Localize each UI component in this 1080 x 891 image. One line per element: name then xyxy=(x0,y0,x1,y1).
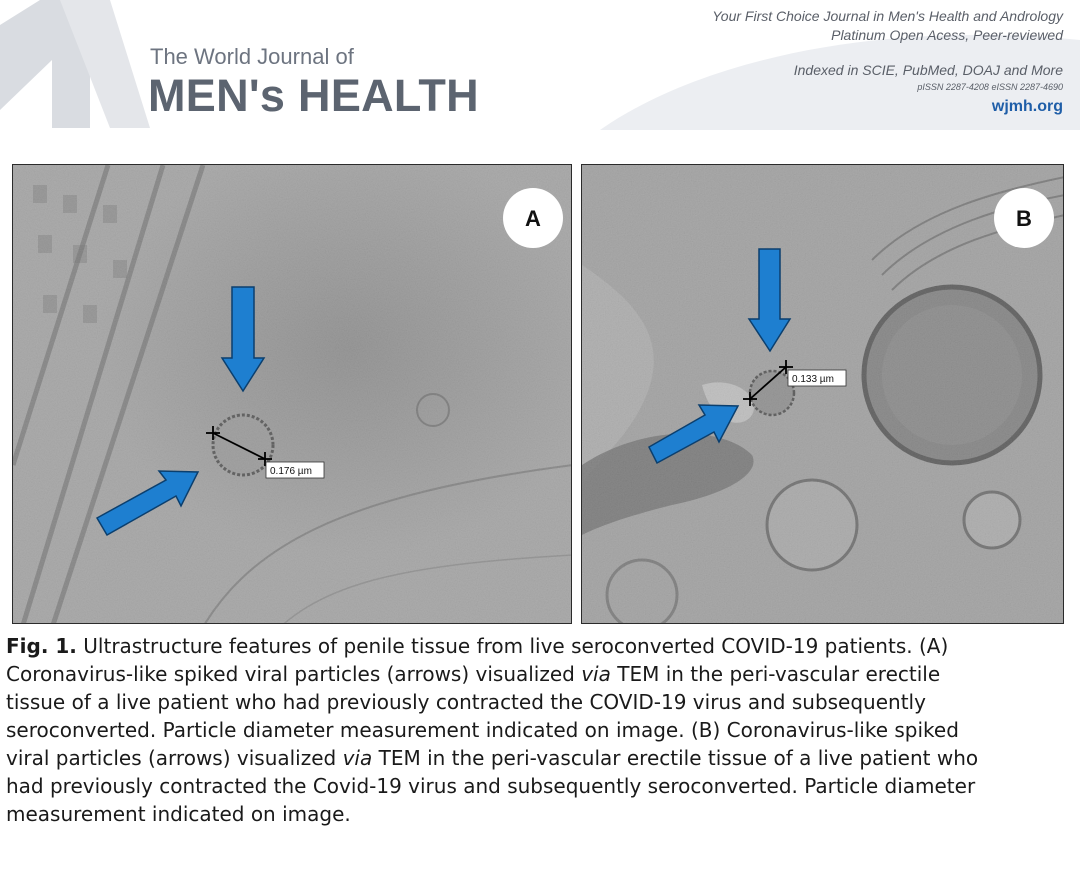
micrograph-panel-b: 0.133 µm B xyxy=(581,164,1064,624)
measurement-label-b: 0.133 µm xyxy=(787,369,847,387)
svg-text:A: A xyxy=(525,206,541,231)
diameter-measure-a xyxy=(206,426,272,466)
arrow-diagonal-b xyxy=(648,404,740,465)
caption-line-3: tissue of a live patient who had previou… xyxy=(6,690,926,714)
journal-logo-mark xyxy=(0,0,150,128)
caption-line-4: seroconverted. Particle diameter measure… xyxy=(6,718,959,742)
tem-image-b: 0.133 µm B xyxy=(582,165,1063,623)
caption-line-2: Coronavirus-like spiked viral particles … xyxy=(6,662,941,686)
header-background xyxy=(0,0,1080,130)
caption-line-1: Fig. 1. Ultrastructure features of penil… xyxy=(6,634,949,658)
measurement-label-a: 0.176 µm xyxy=(265,461,325,479)
panel-label-b: B xyxy=(994,188,1054,248)
caption-line-6: had previously contracted the Covid-19 v… xyxy=(6,774,976,798)
diameter-measure-b xyxy=(743,360,793,406)
caption-line-5: viral particles (arrows) visualized via … xyxy=(6,746,979,770)
journal-title-top: The World Journal of xyxy=(150,44,354,69)
figure-caption: Fig. 1. Ultrastructure features of penil… xyxy=(6,632,1074,828)
arrow-down-a xyxy=(220,286,266,393)
micrograph-panel-a: 0.176 µm A xyxy=(12,164,572,624)
issn-line: pISSN 2287-4208 eISSN 2287-4690 xyxy=(917,82,1063,92)
arrow-diagonal-a xyxy=(95,470,200,537)
journal-website-link[interactable]: wjmh.org xyxy=(991,98,1063,115)
journal-tagline: Your First Choice Journal in Men's Healt… xyxy=(712,8,1063,24)
arrow-down-b xyxy=(747,248,792,353)
tem-image-a: 0.176 µm A xyxy=(13,165,571,623)
figure-label: Fig. 1. xyxy=(6,634,77,658)
svg-text:0.133 µm: 0.133 µm xyxy=(792,374,834,385)
journal-title-main: MEN's HEALTH xyxy=(148,70,479,121)
svg-text:0.176 µm: 0.176 µm xyxy=(270,466,312,477)
svg-text:B: B xyxy=(1016,206,1032,231)
panel-label-a: A xyxy=(503,188,563,248)
journal-header: The World Journal of MEN's HEALTH Your F… xyxy=(0,0,1080,130)
access-statement: Platinum Open Acess, Peer-reviewed xyxy=(831,27,1063,43)
caption-line-7: measurement indicated on image. xyxy=(6,802,351,826)
indexing-statement: Indexed in SCIE, PubMed, DOAJ and More xyxy=(793,62,1063,78)
